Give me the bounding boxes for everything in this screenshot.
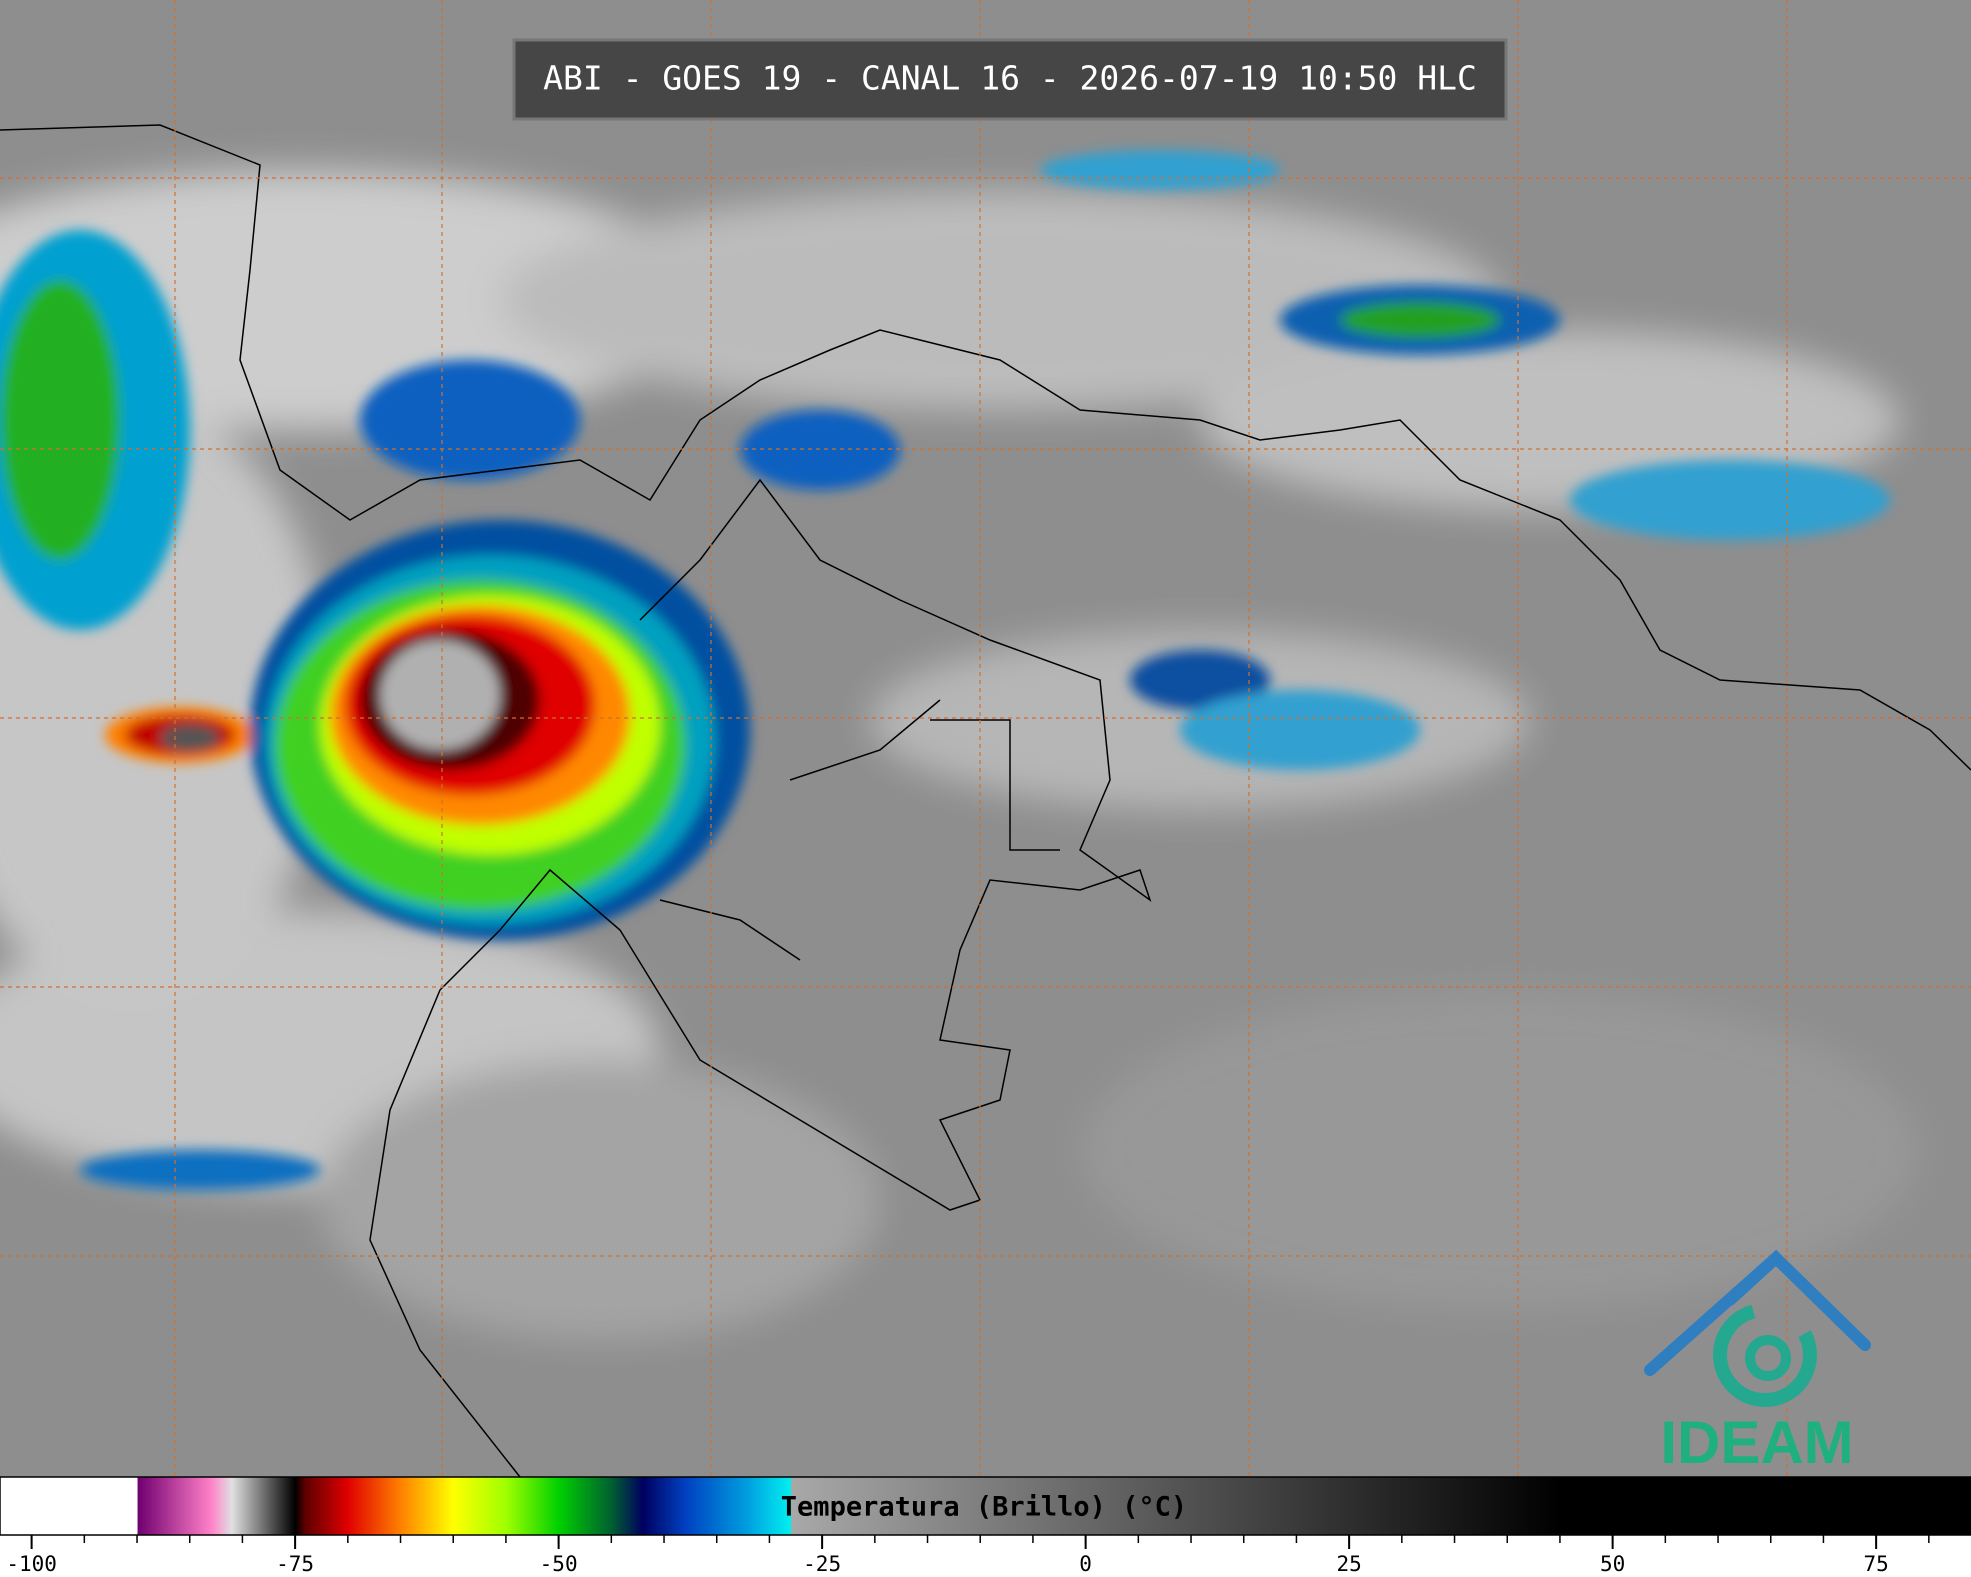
tick-label: 75 (1863, 1552, 1888, 1576)
grid (0, 0, 1971, 1477)
satellite-image (0, 0, 1971, 1478)
title: ABI - GOES 19 - CANAL 16 - 2026-07-19 10… (543, 59, 1477, 98)
colorbar: Temperatura (Brillo) (°C) -100 -75 -50 -25 0… (0, 1476, 1971, 1577)
title-box (512, 38, 1508, 121)
colorbar-label: Temperatura (Brillo) (°C) (781, 1492, 1187, 1523)
tick-label: -50 (540, 1552, 578, 1576)
tick-label: 0 (1079, 1552, 1092, 1576)
logo-text: IDEAM (1660, 1409, 1853, 1476)
logo: IDEAM (1644, 1249, 1871, 1476)
tick-label: -100 (6, 1552, 57, 1576)
tick-label: -25 (803, 1552, 841, 1576)
tick-label: 25 (1336, 1552, 1361, 1576)
tick-label: 50 (1600, 1552, 1625, 1576)
tick-label: -75 (276, 1552, 314, 1576)
